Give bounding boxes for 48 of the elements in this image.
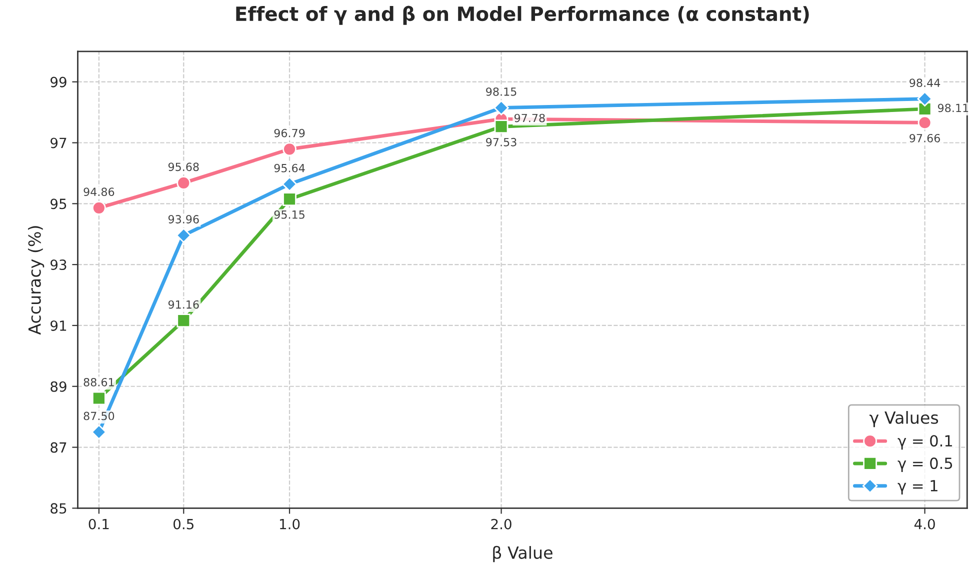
data-label: 98.44 xyxy=(910,78,940,88)
point xyxy=(282,176,298,192)
legend-label: γ = 0.5 xyxy=(898,458,952,472)
x-tick-label: 0.1 xyxy=(88,518,109,530)
x-tick-label: 4.0 xyxy=(914,518,935,530)
data-label: 98.11 xyxy=(938,104,968,112)
data-label: 95.68 xyxy=(168,162,199,172)
data-label: 97.66 xyxy=(910,134,940,142)
x-tick-label: 2.0 xyxy=(491,518,512,530)
point xyxy=(91,424,107,440)
data-label: 97.53 xyxy=(486,138,516,146)
y-axis-title: Accuracy (%) xyxy=(28,226,44,335)
x-tick-label: 1.0 xyxy=(280,518,300,530)
data-label: 95.64 xyxy=(274,164,305,172)
y-tick-label: 85 xyxy=(50,503,66,514)
y-tick-label: 93 xyxy=(50,260,66,270)
point xyxy=(92,200,106,215)
legend-label: γ = 1 xyxy=(898,480,938,494)
data-label: 94.86 xyxy=(84,188,114,196)
y-tick-label: 87 xyxy=(50,442,66,453)
point xyxy=(92,391,106,406)
x-tick-label: 0.5 xyxy=(174,518,194,530)
point xyxy=(917,91,932,106)
data-label: 95.15 xyxy=(274,210,304,219)
point xyxy=(282,192,296,206)
point xyxy=(918,116,932,130)
chart-title: Effect of γ and β on Model Performance (α constant) xyxy=(236,6,809,25)
y-tick-label: 95 xyxy=(50,198,66,210)
legend-title: γ Values xyxy=(870,411,938,428)
point xyxy=(282,142,296,156)
point xyxy=(494,100,509,116)
data-label: 91.16 xyxy=(168,300,199,309)
point xyxy=(176,314,191,328)
data-label: 88.61 xyxy=(84,378,114,386)
y-tick-label: 99 xyxy=(50,76,66,88)
point xyxy=(494,120,508,134)
data-label: 97.78 xyxy=(514,114,545,122)
y-tick-label: 97 xyxy=(50,138,66,148)
data-label: 98.15 xyxy=(486,87,516,96)
point xyxy=(176,228,192,243)
y-tick-label: 89 xyxy=(50,381,66,392)
data-label: 87.50 xyxy=(84,412,114,420)
legend-label: γ = 0.1 xyxy=(898,435,952,450)
point xyxy=(176,176,191,190)
y-tick-label: 91 xyxy=(50,320,66,331)
data-label: 96.79 xyxy=(274,128,305,138)
x-axis-title: β Value xyxy=(493,546,552,562)
data-label: 93.96 xyxy=(168,215,199,224)
